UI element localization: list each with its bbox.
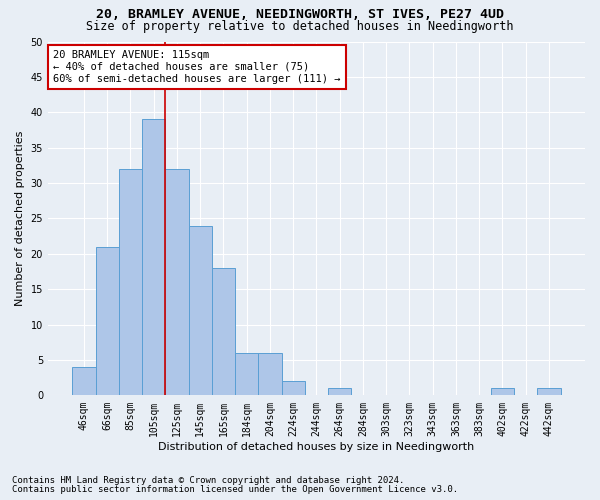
Bar xyxy=(328,388,352,396)
Bar xyxy=(281,382,305,396)
Bar xyxy=(538,388,560,396)
Text: 20 BRAMLEY AVENUE: 115sqm
← 40% of detached houses are smaller (75)
60% of semi-: 20 BRAMLEY AVENUE: 115sqm ← 40% of detac… xyxy=(53,50,341,84)
Bar xyxy=(491,388,514,396)
Bar xyxy=(166,169,188,396)
Bar xyxy=(142,120,166,396)
Bar xyxy=(188,226,212,396)
Text: Contains public sector information licensed under the Open Government Licence v3: Contains public sector information licen… xyxy=(12,485,458,494)
Y-axis label: Number of detached properties: Number of detached properties xyxy=(15,131,25,306)
Text: Contains HM Land Registry data © Crown copyright and database right 2024.: Contains HM Land Registry data © Crown c… xyxy=(12,476,404,485)
Bar xyxy=(235,353,259,396)
X-axis label: Distribution of detached houses by size in Needingworth: Distribution of detached houses by size … xyxy=(158,442,475,452)
Bar xyxy=(95,247,119,396)
Bar xyxy=(73,367,95,396)
Bar xyxy=(259,353,281,396)
Bar xyxy=(212,268,235,396)
Text: Size of property relative to detached houses in Needingworth: Size of property relative to detached ho… xyxy=(86,20,514,33)
Bar xyxy=(119,169,142,396)
Text: 20, BRAMLEY AVENUE, NEEDINGWORTH, ST IVES, PE27 4UD: 20, BRAMLEY AVENUE, NEEDINGWORTH, ST IVE… xyxy=(96,8,504,20)
